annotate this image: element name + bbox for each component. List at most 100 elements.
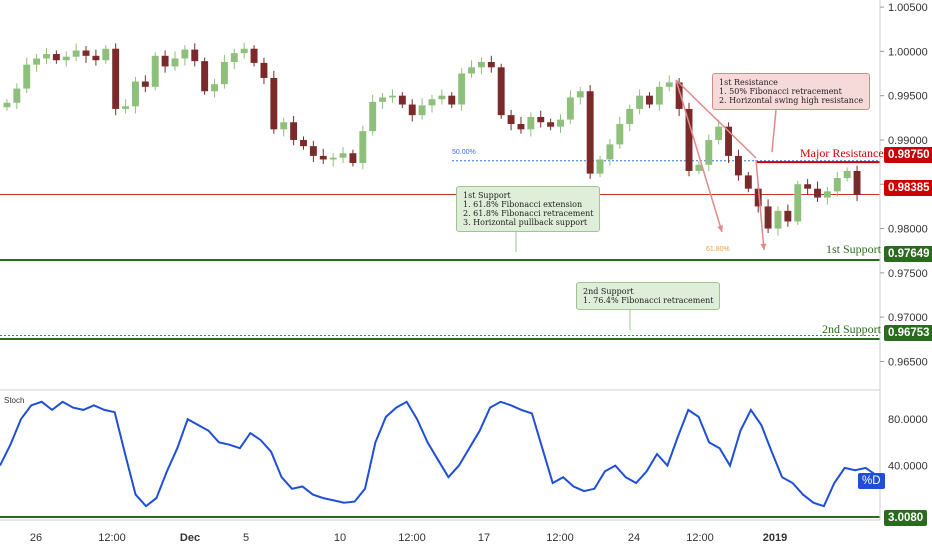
candle-body — [853, 170, 861, 195]
time-tick-label: 26 — [30, 532, 42, 544]
candle — [329, 153, 337, 167]
first-support-label: 1st Support — [826, 242, 882, 256]
price-tick-label: 0.97500 — [888, 268, 928, 280]
candle-body — [191, 49, 199, 62]
time-tick-label: Dec — [180, 532, 200, 544]
stoch-tick-label: 80.0000 — [888, 414, 928, 426]
candle — [616, 116, 624, 149]
candle — [626, 104, 634, 132]
candle-body — [754, 188, 762, 207]
candle — [438, 89, 446, 105]
stochastic-pane — [0, 400, 880, 518]
stoch-d-tag: %D — [858, 473, 885, 489]
first-resistance-note: 1st Resistance 1. 50% Fibonacci retracem… — [712, 73, 871, 110]
candle — [606, 139, 614, 166]
candle — [655, 81, 663, 111]
time-tick-label: 12:00 — [686, 532, 714, 544]
forecast-connector — [675, 79, 757, 159]
candle-body — [646, 95, 653, 105]
candle-body — [418, 105, 426, 116]
candle-body — [329, 157, 337, 160]
candle — [557, 114, 564, 133]
candle-body — [833, 178, 841, 192]
candle-body — [319, 155, 327, 160]
candle — [853, 165, 861, 202]
candle-body — [794, 184, 802, 222]
candle-body — [636, 95, 644, 109]
candle — [270, 70, 278, 134]
candle-body — [359, 131, 367, 163]
candle — [339, 147, 347, 163]
candle-body — [804, 184, 812, 189]
fib50-label: 50.00% — [452, 149, 476, 156]
candle — [72, 43, 80, 62]
time-tick-label: 24 — [628, 532, 640, 544]
candle — [211, 78, 218, 98]
candle-body — [438, 95, 446, 100]
candle-body — [389, 95, 396, 98]
candle-body — [814, 188, 821, 198]
candle-body — [62, 56, 70, 61]
arrow-head — [760, 243, 767, 250]
candle — [309, 140, 317, 163]
candle-body — [715, 126, 723, 140]
candle-body — [557, 119, 564, 127]
candle-body — [665, 82, 673, 87]
time-tick-label: 12:00 — [398, 532, 426, 544]
candle-body — [507, 115, 515, 125]
candle — [151, 52, 159, 91]
fib618-label: 61.80% — [706, 246, 730, 253]
candle-body — [300, 139, 307, 147]
price-tick-label: 0.96500 — [888, 356, 928, 368]
candle-body — [517, 124, 525, 130]
candle-body — [260, 62, 268, 78]
candle-body — [784, 210, 792, 222]
candle-body — [626, 108, 634, 125]
candle — [537, 110, 545, 128]
candle — [102, 45, 110, 64]
candle — [725, 122, 733, 163]
candle-body — [774, 210, 782, 229]
candle — [408, 99, 416, 122]
candle — [734, 149, 742, 181]
candle — [181, 45, 189, 66]
candle — [52, 50, 60, 64]
candle — [92, 49, 100, 66]
candle — [833, 171, 841, 197]
candle-body — [705, 139, 713, 165]
candle — [250, 45, 258, 67]
price-tick-label: 0.97000 — [888, 312, 928, 324]
candle-body — [725, 126, 733, 156]
candle — [675, 77, 683, 117]
arrow-shaft — [675, 79, 723, 233]
candle-body — [576, 91, 584, 98]
candle-body — [3, 102, 11, 108]
arrow-head — [717, 225, 724, 232]
candle — [369, 94, 377, 136]
candle-body — [428, 99, 436, 106]
time-tick-label: 5 — [243, 532, 249, 544]
forecast-arrow-2 — [755, 159, 767, 251]
price-pane — [0, 42, 880, 341]
candle-body — [398, 95, 406, 105]
candle — [517, 116, 525, 134]
candle — [201, 57, 209, 95]
candle-body — [72, 50, 80, 57]
candle-body — [744, 175, 752, 189]
candle-body — [23, 64, 31, 89]
candle — [418, 98, 426, 120]
candle-body — [250, 48, 258, 63]
candle-body — [616, 124, 624, 145]
forecast-arrow-1 — [675, 79, 724, 233]
candle — [744, 171, 752, 193]
candle — [280, 117, 288, 137]
candle-body — [695, 164, 703, 171]
candle-body — [458, 73, 466, 105]
candle — [507, 109, 515, 131]
candle — [161, 50, 169, 73]
candle — [3, 99, 11, 111]
candle-body — [161, 55, 169, 67]
time-tick-label: 12:00 — [98, 532, 126, 544]
candle — [784, 204, 792, 227]
